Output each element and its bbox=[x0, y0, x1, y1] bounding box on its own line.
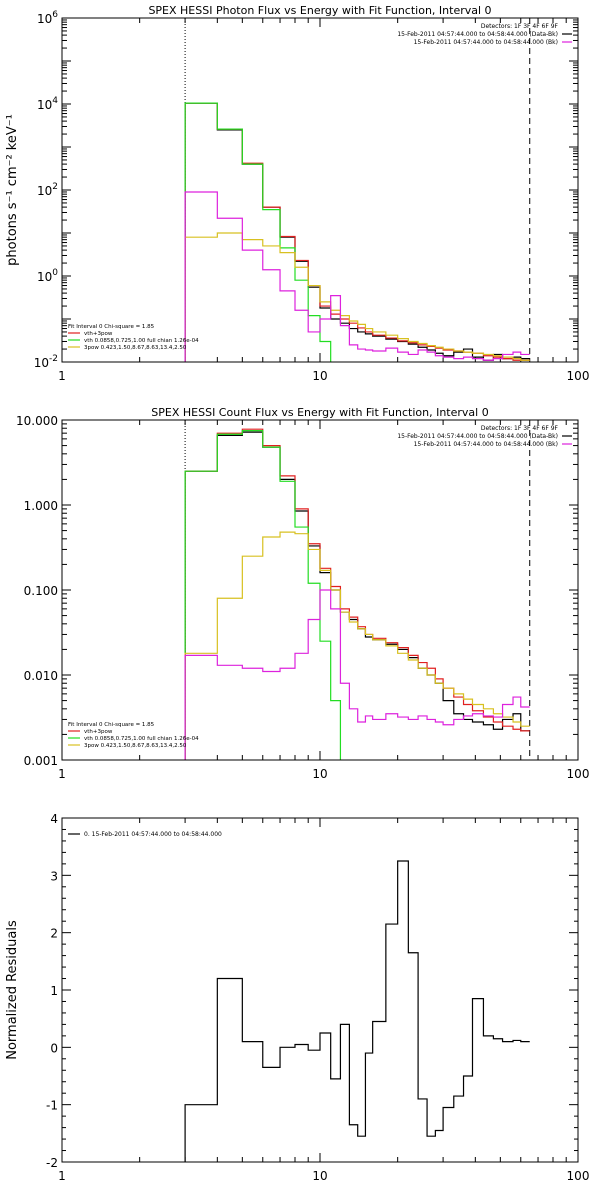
legend-left-entry: vth+3pow bbox=[84, 331, 113, 337]
y-tick-label-base: 0.010 bbox=[24, 669, 58, 683]
series-group bbox=[184, 428, 530, 760]
y-tick-label: 0 bbox=[50, 1041, 58, 1055]
legend-left-entry: vth+3pow bbox=[84, 729, 113, 735]
y-axis-label: photons s⁻¹ cm⁻² keV⁻¹ bbox=[5, 114, 20, 266]
series-green-line bbox=[184, 430, 342, 760]
y-tick-label-base: 10 bbox=[37, 98, 52, 112]
plot-frame bbox=[61, 817, 579, 1163]
y-tick-label-base: 0 bbox=[50, 1041, 58, 1055]
series-yellow-line bbox=[184, 232, 530, 362]
chart-title: SPEX HESSI Photon Flux vs Energy with Fi… bbox=[148, 4, 491, 17]
y-tick-label-base: -2 bbox=[46, 1156, 58, 1170]
y-tick-label: 10.000 bbox=[16, 414, 58, 428]
y-tick-label: 1.000 bbox=[24, 499, 58, 513]
legend-left-entry: vth 0.0858,0.725,1.00 full chian 1.26e-0… bbox=[84, 338, 199, 344]
y-tick-label: 1 bbox=[50, 984, 58, 998]
y-tick-label-base: 10.000 bbox=[16, 414, 58, 428]
y-tick-label: 106 bbox=[37, 10, 58, 26]
series-group bbox=[184, 102, 530, 362]
legend-right-entry: 15-Feb-2011 04:57:44.000 to 04:58:44.000… bbox=[414, 441, 558, 448]
legend-left-entry: 3pow 0.423,1.50,8.67,8.63,13.4,2.50 bbox=[84, 743, 187, 749]
y-tick-label-base: 2 bbox=[50, 927, 58, 941]
y-tick-label-exponent: 6 bbox=[52, 10, 58, 20]
legend-right-entry: 15-Feb-2011 04:57:44.000 to 04:58:44.000… bbox=[397, 433, 558, 440]
y-tick-label-base: 1 bbox=[50, 984, 58, 998]
series-red-line bbox=[184, 102, 530, 362]
chart-title: SPEX HESSI Count Flux vs Energy with Fit… bbox=[151, 406, 488, 419]
y-tick-label-base: 0.100 bbox=[24, 584, 58, 598]
series-yellow-line bbox=[184, 531, 530, 760]
chart-panel-2: SPEX HESSI Count Flux vs Energy with Fit… bbox=[16, 406, 590, 781]
legend-left-entry: 3pow 0.423,1.50,8.67,8.63,13.4,2.50 bbox=[84, 345, 187, 351]
legend-right-entry: Detectors: 1F 3F 4F 6F 9F bbox=[481, 425, 559, 432]
x-tick-label: 10 bbox=[312, 767, 327, 781]
y-tick-label: 3 bbox=[50, 869, 58, 883]
plot-frame bbox=[61, 419, 579, 761]
y-tick-label-base: 3 bbox=[50, 869, 58, 883]
y-tick-label-exponent: 4 bbox=[52, 96, 58, 106]
y-axis-label: Normalized Residuals bbox=[5, 920, 20, 1060]
chart-panel-3: 1 10 100 -2 -1 0 1 2 3 4 Normalized Residuals 0. 15… bbox=[5, 812, 589, 1183]
y-tick-label: 104 bbox=[37, 96, 58, 112]
chart-panel-1: SPEX HESSI Photon Flux vs Energy with Fi… bbox=[5, 4, 590, 383]
series-black-line bbox=[184, 860, 530, 1162]
y-tick-label-base: 10 bbox=[34, 356, 49, 370]
y-tick-label: 4 bbox=[50, 812, 58, 826]
y-tick-label-exponent: 2 bbox=[52, 182, 58, 192]
legend-left-entry: Fit Interval 0 Chi-square = 1.85 bbox=[68, 722, 155, 728]
series-green-line bbox=[184, 102, 332, 362]
series-magenta-line bbox=[184, 589, 530, 760]
x-tick-label: 100 bbox=[567, 1169, 590, 1183]
y-tick-label-base: 10 bbox=[37, 12, 52, 26]
y-tick-label: 102 bbox=[37, 182, 58, 198]
y-tick-label: 0.010 bbox=[24, 669, 58, 683]
legend-right-entry: 15-Feb-2011 04:57:44.000 to 04:58:44.000… bbox=[414, 39, 558, 46]
y-tick-label-exponent: 0 bbox=[52, 268, 58, 278]
legend-left-entry: 0. 15-Feb-2011 04:57:44.000 to 04:58:44.… bbox=[84, 831, 222, 838]
y-tick-label-exponent: -2 bbox=[49, 354, 58, 364]
x-tick-label: 1 bbox=[58, 1169, 66, 1183]
x-tick-label: 1 bbox=[58, 369, 66, 383]
x-tick-label: 1 bbox=[58, 767, 66, 781]
y-tick-label-base: 10 bbox=[37, 270, 52, 284]
plot-frame bbox=[61, 17, 579, 363]
y-tick-label-base: 1.000 bbox=[24, 499, 58, 513]
legend-left-entry: vth 0.0858,0.725,1.00 full chian 1.26e-0… bbox=[84, 736, 199, 742]
legend-left-entry: Fit Interval 0 Chi-square = 1.85 bbox=[68, 324, 155, 330]
y-tick-label: 100 bbox=[37, 268, 58, 284]
y-tick-label-base: 10 bbox=[37, 184, 52, 198]
y-tick-label-base: 0.001 bbox=[24, 754, 58, 768]
x-tick-label: 100 bbox=[567, 369, 590, 383]
y-tick-label: 10-2 bbox=[34, 354, 58, 370]
y-tick-label-base: -1 bbox=[46, 1099, 58, 1113]
y-tick-label: 0.001 bbox=[24, 754, 58, 768]
x-tick-label: 10 bbox=[312, 1169, 327, 1183]
series-magenta-line bbox=[184, 191, 530, 362]
y-tick-label: -1 bbox=[46, 1099, 58, 1113]
series-group bbox=[184, 860, 530, 1162]
x-tick-label: 10 bbox=[312, 369, 327, 383]
legend-right-entry: 15-Feb-2011 04:57:44.000 to 04:58:44.000… bbox=[397, 31, 558, 38]
y-tick-label: -2 bbox=[46, 1156, 58, 1170]
legend-right-entry: Detectors: 1F 3F 4F 6F 9F bbox=[481, 23, 559, 30]
y-tick-label: 0.100 bbox=[24, 584, 58, 598]
y-tick-label: 2 bbox=[50, 927, 58, 941]
y-tick-label-base: 4 bbox=[50, 812, 58, 826]
x-tick-label: 100 bbox=[567, 767, 590, 781]
